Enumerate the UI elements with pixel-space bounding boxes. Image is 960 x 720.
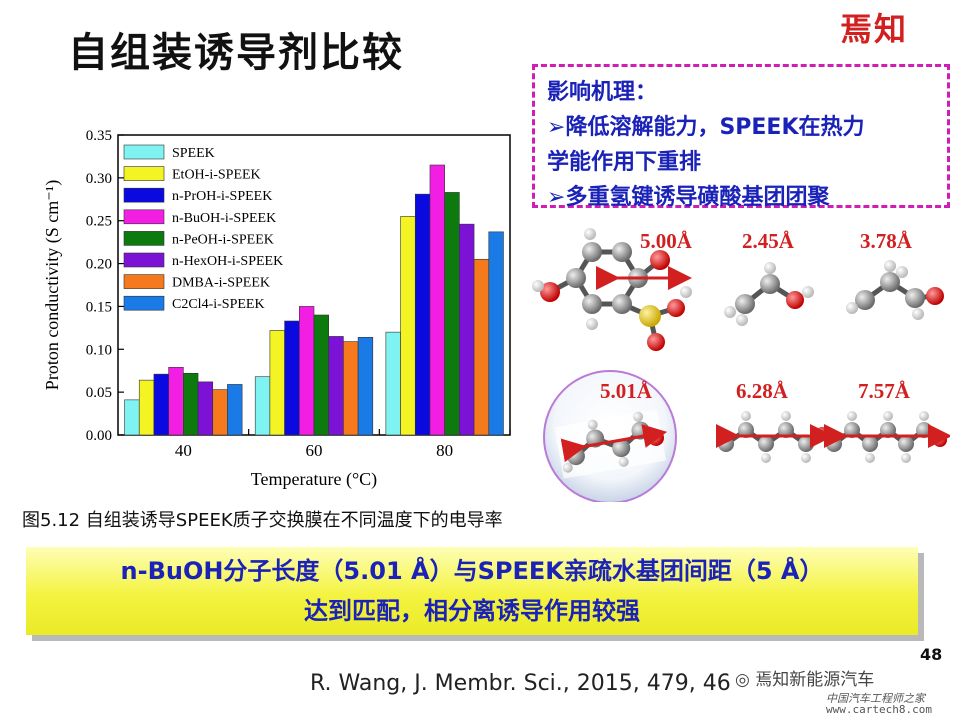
conclusion-line-1: n-BuOH分子长度（5.01 Å）与SPEEK亲疏水基团间距（5 Å） (120, 557, 824, 585)
bar (385, 331, 401, 436)
y-axis-label: Proton conductivity (S cm⁻¹) (42, 180, 63, 390)
y-tick-label: 0.30 (86, 171, 112, 187)
bar (153, 373, 169, 436)
bar (227, 384, 243, 436)
y-tick-label: 0.00 (86, 428, 112, 444)
conductivity-bar-chart: 0.00 0.05 0.10 0.15 0.20 0.25 0.30 0.35 40 60 80 Te… (42, 128, 511, 490)
bar (298, 306, 315, 436)
legend-entry: n-HexOH-i-SPEEK (172, 254, 283, 269)
slide-title: 自组装诱导剂比较 (68, 30, 404, 76)
watermark-url: www.cartech8.com (826, 703, 932, 716)
annotation-hexoh: 7.57Å (858, 379, 911, 403)
bar (168, 366, 184, 436)
bar (254, 376, 271, 436)
bar (444, 192, 460, 436)
etoh-molecule (724, 262, 814, 326)
bar (183, 372, 199, 436)
x-tick-label: 60 (306, 441, 323, 460)
y-tick-label: 0.05 (86, 385, 112, 401)
mechanism-box: 影响机理： ➢降低溶解能力，SPEEK在热力 学能作用下重排 ➢多重氢键诱导磺酸… (532, 64, 950, 210)
bar (473, 258, 490, 436)
arrow-bullet-icon: ➢ (547, 185, 566, 210)
proh-molecule (846, 260, 944, 320)
legend-swatch (123, 252, 165, 268)
arrow-bullet-icon: ➢ (547, 115, 566, 140)
conclusion-box: n-BuOH分子长度（5.01 Å）与SPEEK亲疏水基团间距（5 Å） 达到匹… (26, 547, 918, 635)
x-tick-label: 40 (175, 441, 192, 460)
legend-swatch (123, 274, 165, 289)
buoh-molecule (554, 409, 668, 479)
reference-citation: R. Wang, J. Membr. Sci., 2015, 479, 46 (310, 671, 731, 696)
annotation-peoh: 6.28Å (736, 379, 789, 403)
bar (197, 381, 214, 436)
legend-entry: n-PrOH-i-SPEEK (172, 189, 272, 204)
bar (488, 231, 504, 436)
bar (138, 379, 155, 436)
bar (343, 341, 359, 436)
bar (414, 193, 431, 436)
legend-swatch (123, 144, 165, 160)
bar (429, 164, 445, 436)
legend-entry: DMBA-i-SPEEK (172, 276, 270, 291)
watermark-text: ◎ 焉知新能源汽车 (735, 670, 875, 690)
mechanism-point: 学能作用下重排 (547, 150, 702, 175)
bar (357, 336, 374, 436)
bar (328, 336, 344, 436)
x-tick-label: 80 (436, 441, 453, 460)
wechat-icon: ◎ (735, 670, 756, 690)
annotation-buoh: 5.01Å (600, 379, 653, 403)
y-tick-label: 0.35 (86, 128, 112, 144)
figure-caption: 图5.12 自组装诱导SPEEK质子交换膜在不同温度下的电导率 (22, 510, 503, 531)
bar (124, 399, 140, 436)
speek-atoms (532, 228, 692, 351)
mechanism-title: 影响机理： (547, 80, 658, 105)
page-number: 48 (920, 645, 943, 664)
legend-swatch (123, 166, 165, 181)
annotation-speek: 5.00Å (640, 229, 693, 253)
y-tick-label: 0.15 (86, 299, 112, 315)
bar (284, 320, 300, 436)
molecule-illustrations: 5.00Å 2.45Å 3.78Å 5.01Å (532, 228, 950, 502)
watermark-subtitle: 中国汽车工程师之家 (826, 692, 925, 705)
bar (400, 216, 416, 436)
legend-swatch (123, 209, 165, 225)
legend-entry: n-BuOH-i-SPEEK (172, 211, 276, 226)
legend-swatch (123, 295, 165, 311)
y-tick-label: 0.20 (86, 257, 112, 273)
bar (212, 389, 228, 436)
legend-swatch (123, 187, 165, 203)
mechanism-point: ➢多重氢键诱导磺酸基团团聚 (547, 185, 830, 210)
mechanism-point: ➢降低溶解能力，SPEEK在热力 (547, 115, 865, 140)
legend-entry: SPEEK (172, 146, 215, 161)
y-tick-label: 0.10 (86, 342, 112, 358)
legend-entry: C2Cl4-i-SPEEK (172, 297, 265, 312)
annotation-proh: 3.78Å (860, 229, 913, 253)
legend-entry: EtOH-i-SPEEK (172, 168, 261, 183)
y-tick-label: 0.25 (86, 214, 112, 230)
bar (313, 314, 329, 436)
brand-logo: 焉知 (840, 10, 909, 48)
annotation-etoh: 2.45Å (742, 229, 795, 253)
x-axis-label: Temperature (°C) (251, 469, 377, 490)
legend-swatch (123, 231, 165, 246)
bar (459, 223, 475, 436)
conclusion-line-2: 达到匹配，相分离诱导作用较强 (304, 597, 640, 625)
legend-entry: n-PeOH-i-SPEEK (172, 232, 274, 247)
bar (269, 330, 285, 436)
